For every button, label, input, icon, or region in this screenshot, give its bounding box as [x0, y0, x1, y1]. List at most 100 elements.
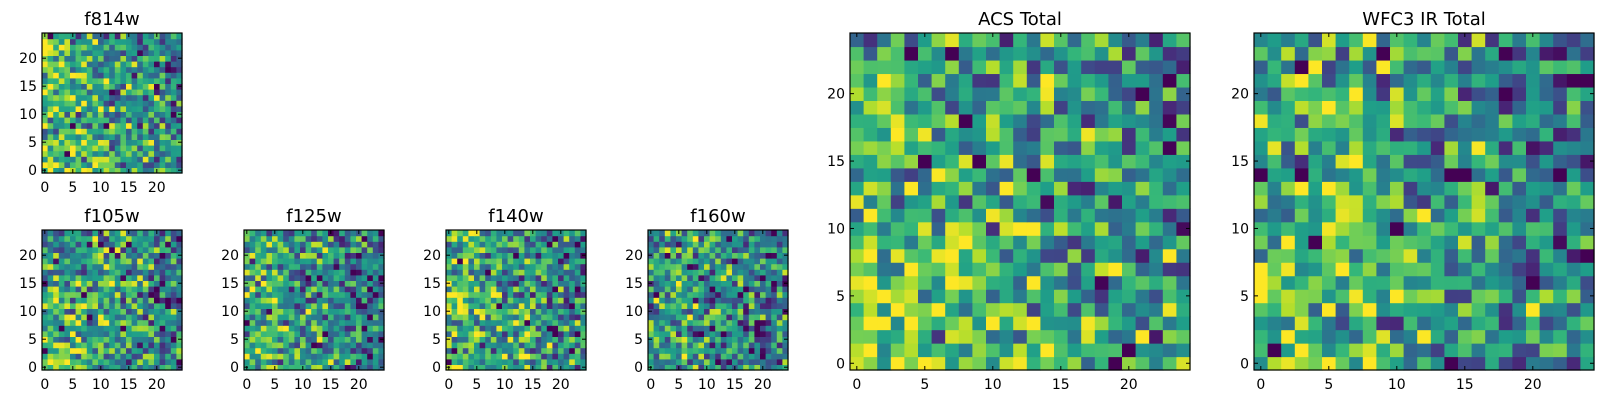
heatmap-cell [1026, 343, 1041, 358]
heatmap-cell [255, 274, 262, 281]
heatmap-cell [311, 342, 318, 349]
heatmap-cell [1471, 194, 1486, 209]
heatmap-cell [305, 291, 312, 298]
heatmap-cell [513, 241, 520, 248]
heatmap-cell [1013, 86, 1028, 101]
y-tick-label: 15 [19, 79, 37, 95]
heatmap-cell [1281, 113, 1296, 128]
heatmap-cell [569, 297, 576, 304]
heatmap-cell [726, 291, 733, 298]
heatmap-cell [170, 55, 177, 62]
heatmap-cell [322, 353, 329, 360]
heatmap-cell [1430, 302, 1445, 317]
heatmap-cell [126, 308, 133, 315]
heatmap-cell [732, 353, 739, 360]
heatmap-cell [1054, 86, 1069, 101]
heatmap-cell [1108, 329, 1123, 344]
heatmap-cell [114, 364, 121, 371]
heatmap-cell [1458, 275, 1473, 290]
heatmap-cell [294, 308, 301, 315]
heatmap-cell [457, 258, 464, 265]
heatmap-cell [114, 55, 121, 62]
heatmap-cell [692, 314, 699, 321]
heatmap-cell [159, 286, 166, 293]
heatmap-cell [64, 33, 71, 40]
heatmap-cell [513, 263, 520, 270]
heatmap-cell [131, 66, 138, 73]
heatmap-cell [1026, 356, 1041, 371]
heatmap-cell [1026, 140, 1041, 155]
heatmap-cell [507, 308, 514, 315]
heatmap-cell [137, 44, 144, 51]
heatmap-cell [98, 246, 105, 253]
heatmap-cell [176, 49, 183, 56]
heatmap-cell [1553, 113, 1568, 128]
heatmap-cell [569, 325, 576, 332]
heatmap-cell [743, 347, 750, 354]
heatmap-cell [47, 55, 54, 62]
heatmap-cell [563, 241, 570, 248]
heatmap-cell [760, 263, 767, 270]
heatmap-cell [1498, 154, 1513, 169]
heatmap-cell [53, 139, 60, 146]
heatmap-cell [569, 241, 576, 248]
heatmap-cell [356, 241, 363, 248]
heatmap-cell [277, 235, 284, 242]
heatmap-cell [1176, 316, 1191, 331]
heatmap-cell [47, 111, 54, 118]
heatmap-cell [1485, 316, 1500, 331]
heatmap-cell [109, 105, 116, 112]
heatmap-cell [64, 55, 71, 62]
heatmap-cell [98, 117, 105, 124]
heatmap-cell [1566, 275, 1581, 290]
heatmap-cell [986, 316, 1001, 331]
heatmap-cell [311, 235, 318, 242]
heatmap-cell [479, 364, 486, 371]
heatmap-cell [446, 235, 453, 242]
heatmap-cell [890, 154, 905, 169]
heatmap-cell [659, 330, 666, 337]
heatmap-cell [563, 269, 570, 276]
heatmap-cell [771, 353, 778, 360]
heatmap-cell [70, 241, 77, 248]
heatmap-cell [574, 358, 581, 365]
heatmap-cell [356, 263, 363, 270]
heatmap-cell [451, 263, 458, 270]
heatmap-cell [1335, 154, 1350, 169]
heatmap-cell [356, 358, 363, 365]
heatmap-cell [513, 358, 520, 365]
heatmap-cell [148, 167, 155, 174]
heatmap-cell [1267, 235, 1282, 250]
x-tick-label: 0 [1256, 377, 1265, 393]
heatmap-cell [552, 342, 559, 349]
heatmap-cell [1281, 100, 1296, 115]
heatmap-cell [1485, 154, 1500, 169]
heatmap-cell [692, 274, 699, 281]
heatmap-cell [86, 263, 93, 270]
heatmap-cell [103, 156, 110, 163]
heatmap-cell [462, 358, 469, 365]
heatmap-cell [283, 246, 290, 253]
heatmap-cell [1094, 113, 1109, 128]
y-tick-label: 0 [28, 163, 37, 179]
heatmap-cell [1162, 248, 1177, 263]
heatmap-cell [277, 263, 284, 270]
heatmap-cell [53, 105, 60, 112]
heatmap-cell [446, 325, 453, 332]
heatmap-cell [333, 241, 340, 248]
heatmap-cell [918, 194, 933, 209]
heatmap-cell [1580, 127, 1595, 142]
heatmap-cell [496, 330, 503, 337]
heatmap-cell [726, 280, 733, 287]
heatmap-cell [1376, 86, 1391, 101]
heatmap-cell [720, 291, 727, 298]
heatmap-cell [1403, 113, 1418, 128]
heatmap-cell [64, 161, 71, 168]
heatmap-cell [176, 325, 183, 332]
heatmap-cell [530, 308, 537, 315]
heatmap-cell [339, 252, 346, 259]
heatmap-cell [70, 128, 77, 135]
heatmap-cell [863, 140, 878, 155]
heatmap-cell [513, 330, 520, 337]
heatmap-cell [546, 308, 553, 315]
